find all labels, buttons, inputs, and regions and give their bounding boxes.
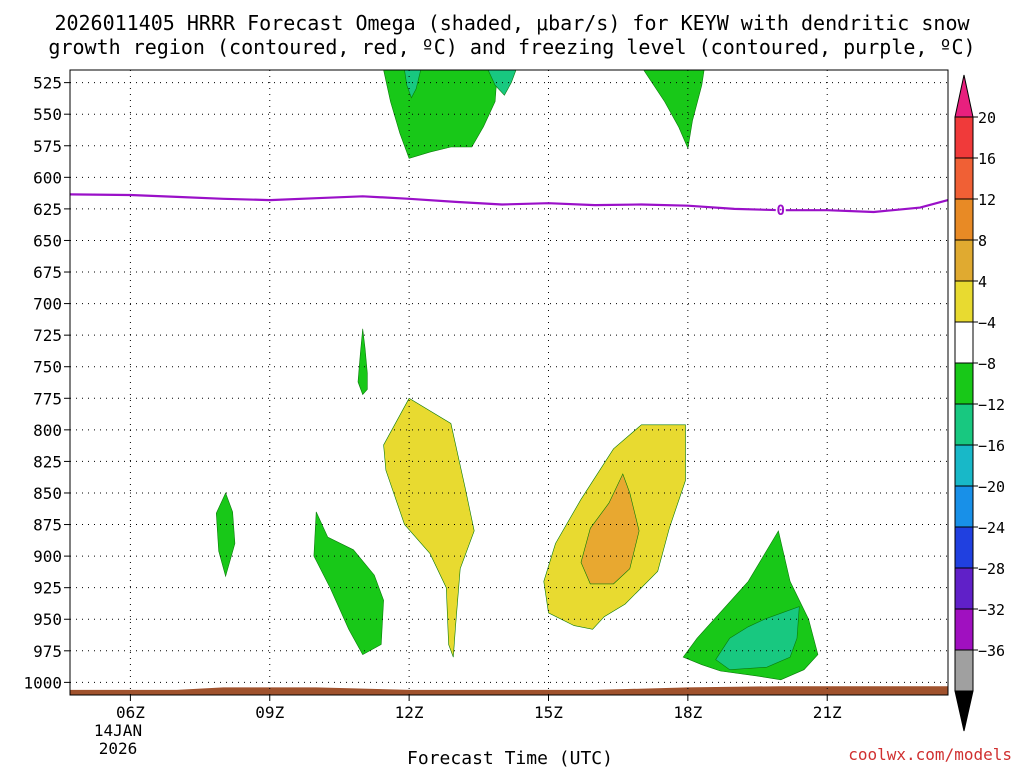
freezing-level-label: 0 (777, 203, 785, 219)
colorbar-label-7: −12 (978, 396, 1005, 414)
omega-teal-970 (715, 606, 800, 671)
colorbar-swatch-11 (954, 567, 974, 610)
y-tick-label-550: 550 (33, 105, 62, 124)
colorbar-label-2: 12 (978, 191, 996, 209)
colorbar-label-1: 16 (978, 150, 996, 168)
y-tick-label-650: 650 (33, 231, 62, 250)
colorbar-label-12: −32 (978, 601, 1005, 619)
x-axis-label: Forecast Time (UTC) (407, 748, 613, 768)
x-axis: 06Z 09Z 12Z 15Z 18Z 21Z (116, 695, 842, 722)
omega-orange-880 (580, 473, 640, 585)
y-tick-label-750: 750 (33, 358, 62, 377)
plot-frame (69, 69, 949, 696)
credit-text: coolwx.com/models (848, 745, 1012, 764)
colorbar-swatch-0 (954, 116, 974, 159)
colorbar-label-5: −4 (978, 314, 996, 332)
y-axis: 525 550 575 600 625 650 675 700 725 750 775 800 825 8… (23, 74, 70, 692)
colorbar-label-10: −24 (978, 519, 1005, 537)
colorbar-swatch-8 (954, 444, 974, 487)
colorbar-label-0: 20 (978, 109, 996, 127)
ground-fill (70, 686, 948, 695)
colorbar-swatch-12 (954, 608, 974, 651)
colorbar-swatch-5 (954, 321, 974, 364)
y-tick-label-950: 950 (33, 610, 62, 629)
y-tick-label-600: 600 (33, 168, 62, 187)
colorbar-swatch-4 (954, 280, 974, 323)
colorbar-swatch-9 (954, 485, 974, 528)
y-tick-label-875: 875 (33, 516, 62, 535)
x-tick-label-15Z: 15Z (534, 703, 563, 722)
y-tick-label-975: 975 (33, 642, 62, 661)
colorbar-swatch-3 (954, 239, 974, 282)
x-tick-label-12Z: 12Z (395, 703, 424, 722)
chart-title-line2: growth region (contoured, red, ºC) and f… (48, 35, 975, 59)
y-tick-label-1000: 1000 (23, 673, 62, 692)
omega-yellow-800 (383, 397, 475, 658)
x-tick-label-09Z: 09Z (255, 703, 284, 722)
y-tick-label-725: 725 (33, 326, 62, 345)
chart-title-line1: 2026011405 HRRR Forecast Omega (shaded, … (54, 11, 970, 35)
y-tick-label-925: 925 (33, 579, 62, 598)
omega-green-900 (313, 511, 384, 656)
colorbar-label-3: 8 (978, 232, 987, 250)
y-tick-label-625: 625 (33, 200, 62, 219)
colorbar: 20 16 12 8 4 −4 −8 −12 −16 −20 −24 −28 −32 −36 (954, 74, 1005, 732)
colorbar-under-arrow (954, 690, 974, 732)
colorbar-label-8: −16 (978, 437, 1005, 455)
freezing-level-layer: 0 (69, 193, 949, 219)
colorbar-swatch-1 (954, 157, 974, 200)
x-tick-label-21Z: 21Z (813, 703, 842, 722)
colorbar-swatch-10 (954, 526, 974, 569)
colorbar-label-6: −8 (978, 355, 996, 373)
y-tick-label-800: 800 (33, 421, 62, 440)
x-tick-label-18Z: 18Z (673, 703, 702, 722)
date-label-day: 14JAN (94, 721, 142, 740)
x-tick-label-06Z: 06Z (116, 703, 145, 722)
colorbar-swatch-6 (954, 362, 974, 405)
freezing-label-bg (775, 203, 786, 218)
y-tick-label-825: 825 (33, 452, 62, 471)
colorbar-label-11: −28 (978, 560, 1005, 578)
y-tick-label-775: 775 (33, 389, 62, 408)
gridlines (70, 70, 948, 695)
colorbar-swatch-7 (954, 403, 974, 446)
y-tick-label-675: 675 (33, 263, 62, 282)
colorbar-swatch-13 (954, 649, 974, 692)
freezing-level-line (69, 193, 949, 214)
colorbar-label-13: −36 (978, 642, 1005, 660)
omega-green-850 (215, 492, 236, 578)
omega-green-upper-1730 (643, 69, 705, 150)
y-tick-label-700: 700 (33, 295, 62, 314)
date-label-year: 2026 (99, 739, 138, 758)
omega-green-freezing-ribbon (357, 328, 368, 396)
y-tick-label-575: 575 (33, 137, 62, 156)
colorbar-swatch-2 (954, 198, 974, 241)
y-tick-label-850: 850 (33, 484, 62, 503)
colorbar-label-4: 4 (978, 273, 987, 291)
colorbar-label-9: −20 (978, 478, 1005, 496)
y-tick-label-525: 525 (33, 74, 62, 93)
omega-shaded-regions (215, 69, 819, 681)
terrain-layer (70, 686, 948, 695)
y-tick-label-900: 900 (33, 547, 62, 566)
